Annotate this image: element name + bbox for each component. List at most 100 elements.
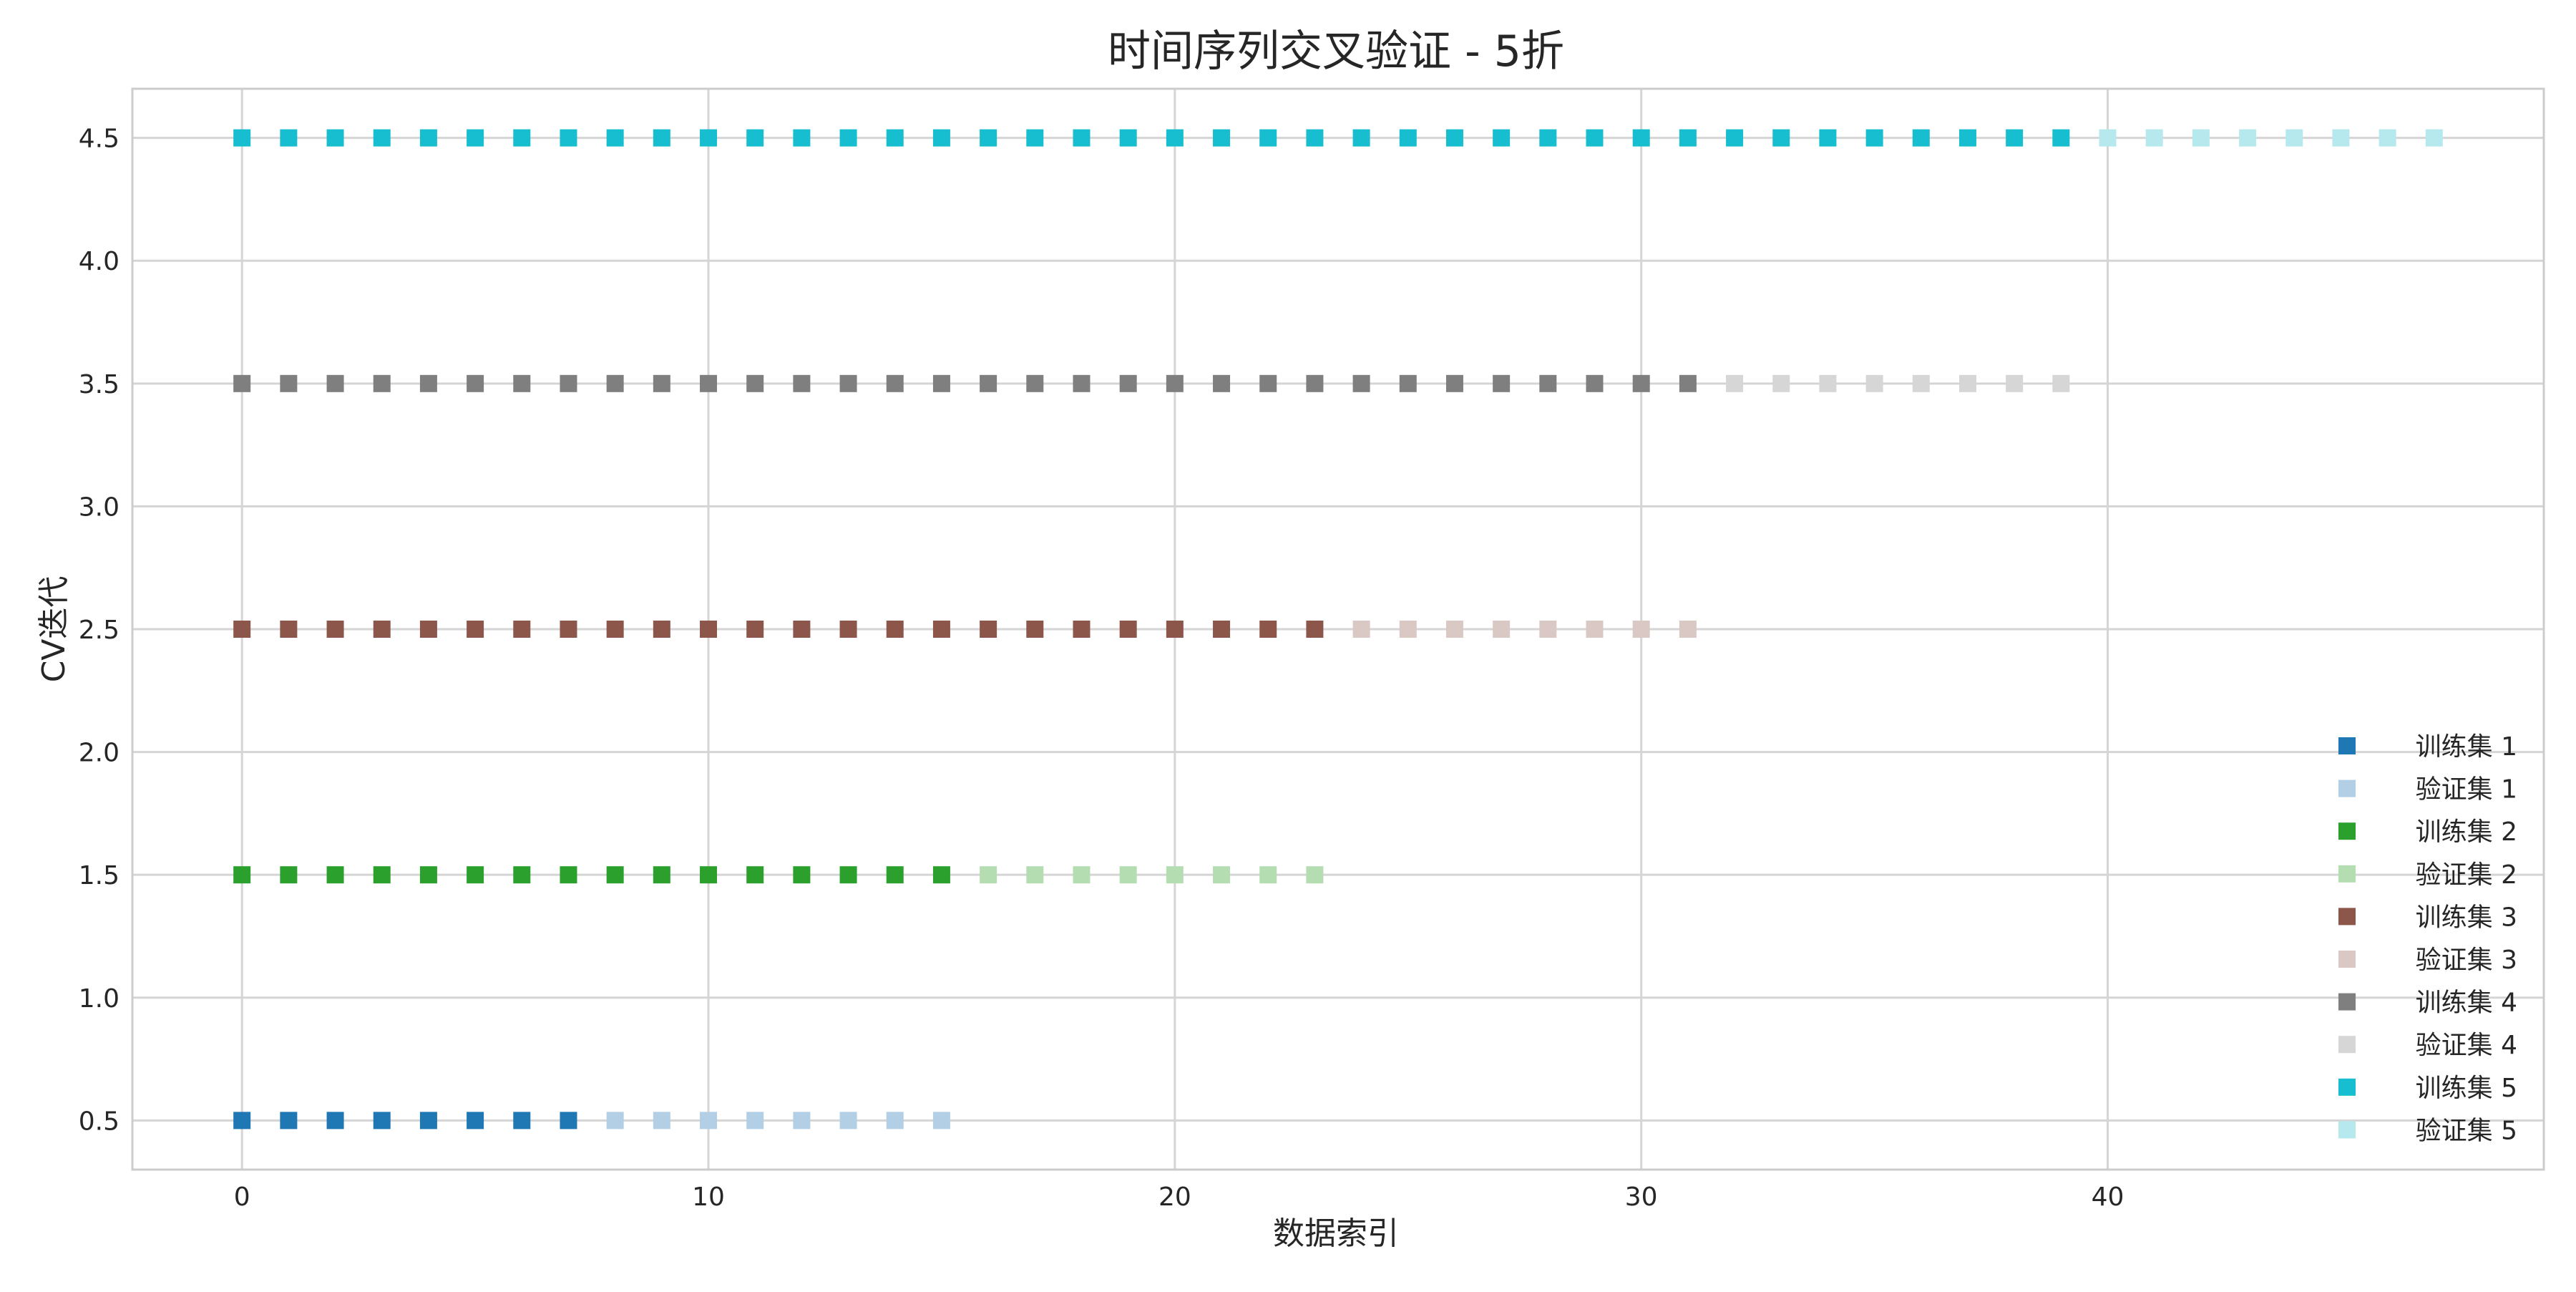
data-point — [373, 621, 391, 638]
legend-label: 训练集 5 — [2416, 1074, 2517, 1103]
data-point — [1166, 621, 1184, 638]
data-point — [653, 1112, 670, 1130]
data-point — [467, 1112, 484, 1130]
x-tick-label: 10 — [692, 1182, 725, 1212]
data-point — [233, 374, 251, 392]
data-point — [653, 621, 670, 638]
data-point — [1026, 866, 1044, 884]
series-2 — [606, 1112, 950, 1130]
y-tick-label: 4.0 — [79, 247, 119, 276]
data-point — [1259, 621, 1277, 638]
data-point — [419, 129, 437, 147]
data-point — [1958, 129, 1976, 147]
data-point — [1352, 621, 1370, 638]
data-point — [1772, 374, 1790, 392]
data-point — [1399, 374, 1417, 392]
data-point — [839, 1112, 857, 1130]
data-point — [2425, 129, 2443, 147]
y-tick-label: 4.5 — [79, 125, 119, 154]
legend-item: 训练集 5 — [2338, 1074, 2517, 1103]
data-point — [326, 129, 344, 147]
legend-label: 训练集 3 — [2416, 903, 2517, 932]
legend-label: 验证集 2 — [2416, 860, 2517, 890]
data-point — [1119, 866, 1137, 884]
data-point — [793, 621, 811, 638]
data-point — [606, 621, 624, 638]
data-point — [1213, 129, 1231, 147]
data-point — [1073, 129, 1091, 147]
x-tick-label: 20 — [1158, 1182, 1191, 1212]
chart-title: 时间序列交叉验证 - 5折 — [1108, 26, 1564, 77]
data-point — [606, 129, 624, 147]
data-point — [746, 1112, 764, 1130]
data-point — [1026, 129, 1044, 147]
data-point — [1306, 621, 1324, 638]
data-point — [1166, 374, 1184, 392]
data-point — [2052, 374, 2070, 392]
data-point — [1026, 374, 1044, 392]
series-5 — [233, 621, 1324, 638]
series-9 — [233, 129, 2070, 147]
series-7 — [233, 374, 1697, 392]
data-point — [2052, 129, 2070, 147]
data-point — [1399, 129, 1417, 147]
data-point — [1119, 129, 1137, 147]
legend-item: 验证集 2 — [2338, 860, 2517, 890]
legend-swatch — [2338, 1121, 2356, 1139]
data-point — [1958, 374, 1976, 392]
data-point — [700, 129, 718, 147]
tick-labels: 0 10 20 30 40 0.5 1.0 1.5 2.0 2.5 3.0 3.5 4.0 4.5 — [79, 125, 2124, 1212]
data-point — [1819, 129, 1837, 147]
legend-label: 验证集 5 — [2416, 1116, 2517, 1145]
x-tick-label: 0 — [234, 1182, 250, 1212]
data-point — [280, 1112, 298, 1130]
legend-item: 训练集 3 — [2338, 903, 2517, 932]
data-point — [1073, 866, 1091, 884]
data-point — [280, 129, 298, 147]
legend-swatch — [2338, 822, 2356, 840]
data-point — [280, 621, 298, 638]
legend-label: 验证集 4 — [2416, 1031, 2517, 1060]
data-point — [233, 1112, 251, 1130]
data-point — [1586, 374, 1604, 392]
data-point — [653, 129, 670, 147]
data-point — [1352, 374, 1370, 392]
legend-label: 训练集 2 — [2416, 817, 2517, 847]
data-point — [326, 621, 344, 638]
data-point — [1119, 374, 1137, 392]
data-point — [419, 1112, 437, 1130]
data-point — [560, 621, 577, 638]
legend-swatch — [2338, 993, 2356, 1011]
data-point — [1306, 129, 1324, 147]
data-point — [746, 374, 764, 392]
data-point — [606, 1112, 624, 1130]
series-6 — [1352, 621, 1697, 638]
data-point — [1213, 621, 1231, 638]
data-point — [606, 374, 624, 392]
data-point — [1539, 374, 1557, 392]
x-tick-label: 40 — [2092, 1182, 2124, 1212]
y-tick-label: 1.5 — [79, 861, 119, 890]
data-point — [560, 129, 577, 147]
series-8 — [1726, 374, 2070, 392]
data-point — [653, 374, 670, 392]
data-point — [280, 374, 298, 392]
legend-item: 验证集 1 — [2338, 775, 2517, 805]
data-point — [373, 129, 391, 147]
data-point — [560, 1112, 577, 1130]
y-tick-label: 1.0 — [79, 984, 119, 1014]
data-point — [1119, 621, 1137, 638]
data-point — [932, 374, 950, 392]
data-point — [2099, 129, 2117, 147]
legend-item: 验证集 5 — [2338, 1116, 2517, 1145]
y-tick-label: 0.5 — [79, 1107, 119, 1136]
y-axis-label: CV迭代 — [36, 576, 72, 683]
data-point — [326, 374, 344, 392]
data-point — [700, 866, 718, 884]
data-point — [467, 374, 484, 392]
legend-item: 验证集 4 — [2338, 1031, 2517, 1060]
data-point — [1073, 621, 1091, 638]
data-point — [1259, 129, 1277, 147]
data-point — [1865, 374, 1883, 392]
legend-swatch — [2338, 779, 2356, 797]
